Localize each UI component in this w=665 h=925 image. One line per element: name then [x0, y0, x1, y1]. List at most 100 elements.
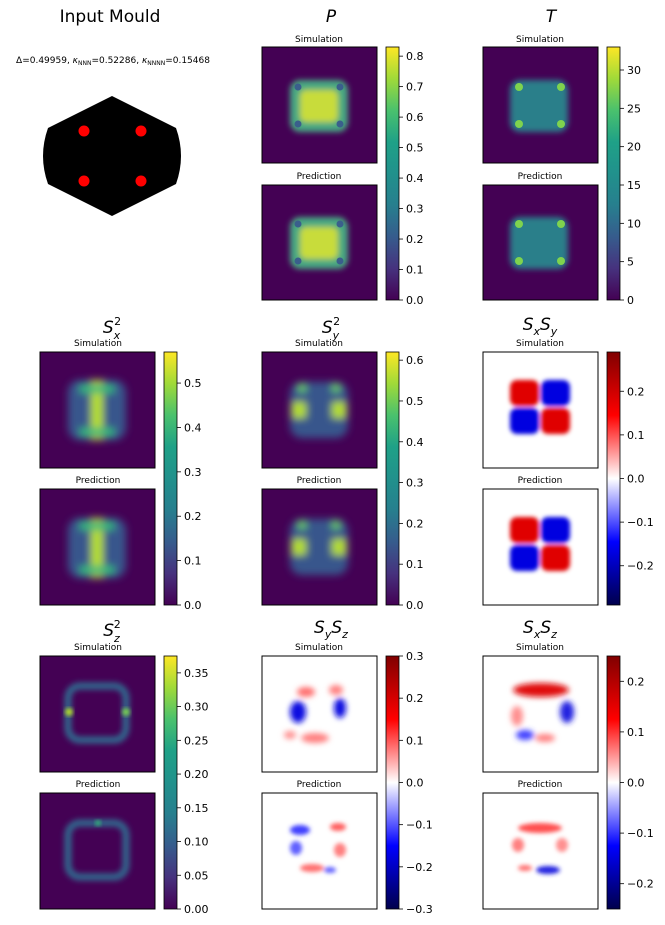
colorbar — [385, 655, 400, 910]
mould-defect — [78, 175, 90, 187]
panel-T: T Simulation Prediction 0 5 10 15 20 25 30 — [482, 7, 641, 307]
sim-label: Simulation — [516, 643, 564, 653]
colorbar-tick-label: 0.15 — [184, 802, 209, 815]
mould-params: Δ=0.49959, κNNN=0.52286, κNNNN=0.15468 — [16, 56, 210, 67]
colorbar — [163, 655, 178, 910]
colorbar-ticks: 0 5 10 15 20 25 30 — [620, 64, 641, 307]
sim-label: Simulation — [74, 643, 122, 653]
colorbar-tick-label: 0.4 — [406, 172, 424, 185]
mould-shape — [43, 96, 181, 216]
pred-label: Prediction — [76, 476, 121, 486]
sim-label: Simulation — [295, 643, 343, 653]
colorbar — [385, 351, 400, 606]
colorbar-tick-label: 0.25 — [184, 734, 209, 747]
colorbar-tick-label: 0.0 — [406, 599, 424, 612]
colorbar-tick-label: 0.2 — [627, 675, 645, 688]
mould-defect — [135, 175, 147, 187]
heatmap-pred — [482, 792, 599, 910]
panel-P: P Simulation Prediction 0.0 0.1 0.2 0.3 0.4 0… — [261, 7, 424, 307]
colorbar-tick-label: 0.1 — [184, 555, 202, 568]
colorbar — [163, 351, 178, 606]
heatmap-pred — [482, 488, 599, 606]
colorbar-tick-label: 0.3 — [406, 203, 424, 216]
panel-Sx2: Sx2 Simulation Prediction 0.0 0.1 0.2 0.3 0.… — [39, 315, 202, 612]
sim-label: Simulation — [295, 35, 343, 45]
colorbar-tick-label: 0.5 — [406, 142, 424, 155]
sim-label: Simulation — [74, 339, 122, 349]
panel-title: P — [326, 7, 337, 27]
colorbar — [606, 46, 621, 301]
colorbar-tick-label: 0.5 — [184, 377, 202, 390]
colorbar-tick-label: 0.3 — [406, 650, 424, 663]
colorbar-tick-label: 0.0 — [406, 294, 424, 307]
colorbar-tick-label: 0.10 — [184, 836, 209, 849]
colorbar-tick-label: 0.35 — [184, 667, 209, 680]
pred-label: Prediction — [297, 476, 342, 486]
colorbar-tick-label: 0.0 — [627, 777, 645, 790]
colorbar-tick-label: 25 — [627, 102, 641, 115]
panel-Sz2: Sz2 Simulation Prediction 0.00 0.05 0.10 0.… — [39, 618, 209, 916]
colorbar-tick-label: 30 — [627, 64, 641, 77]
colorbar-tick-label: −0.3 — [406, 903, 433, 916]
colorbar-tick-label: −0.2 — [627, 878, 654, 891]
colorbar-tick-label: −0.1 — [627, 516, 654, 529]
colorbar-tick-label: 0.30 — [184, 701, 209, 714]
mould-defect — [78, 125, 90, 137]
colorbar-tick-label: 0.1 — [406, 264, 424, 277]
colorbar-tick-label: 0.5 — [406, 395, 424, 408]
pattern — [290, 217, 348, 269]
pred-label: Prediction — [76, 780, 121, 790]
panel-Sy2: Sy2 Simulation Prediction 0.00.10.20.30.… — [261, 315, 424, 612]
colorbar-tick-label: 0.2 — [406, 233, 424, 246]
colorbar-ticks: 0.0 0.1 0.2 0.3 0.4 0.5 0.6 — [399, 354, 424, 612]
colorbar-ticks: 0.00 0.05 0.10 0.15 0.20 0.25 0.30 0.35 — [177, 667, 209, 916]
colorbar-tick-label: 0.2 — [627, 385, 645, 398]
heatmap-sim — [39, 655, 156, 773]
colorbar-tick-label: 15 — [627, 179, 641, 192]
sim-label: Simulation — [516, 35, 564, 45]
mould-panel: Input Mould Δ=0.49959, κNNN=0.52286, κNN… — [16, 7, 210, 216]
pred-label: Prediction — [297, 172, 342, 182]
colorbar-tick-label: 0.8 — [406, 50, 424, 63]
colorbar-tick-label: 0.1 — [406, 558, 424, 571]
colorbar-tick-label: 0.1 — [627, 726, 645, 739]
pred-label: Prediction — [297, 780, 342, 790]
colorbar-tick-label: 0.2 — [184, 510, 202, 523]
panel-title: SxSz — [523, 618, 557, 641]
colorbar-tick-label: 20 — [627, 141, 641, 154]
colorbar-tick-label: 0.0 — [184, 599, 202, 612]
colorbar-tick-label: 0.6 — [406, 111, 424, 124]
mould-defect — [135, 125, 147, 137]
colorbar-tick-label: 0.05 — [184, 869, 209, 882]
heatmap-pred — [261, 792, 378, 910]
colorbar-tick-label: 0.2 — [406, 517, 424, 530]
heatmap-sim — [482, 655, 599, 773]
colorbar-tick-label: 0.3 — [406, 477, 424, 490]
colorbar-tick-label: −0.1 — [406, 819, 433, 832]
sim-label: Simulation — [516, 339, 564, 349]
mould-title: Input Mould — [60, 7, 161, 27]
colorbar-tick-label: 0.4 — [406, 436, 424, 449]
panel-title: SxSy — [523, 315, 558, 338]
colorbar-tick-label: 0.3 — [184, 466, 202, 479]
heatmap-sim — [261, 655, 378, 773]
colorbar — [606, 351, 621, 606]
colorbar — [385, 46, 400, 301]
colorbar-tick-label: 5 — [627, 256, 634, 269]
panel-title: Sx2 — [103, 315, 121, 342]
pred-label: Prediction — [518, 780, 563, 790]
colorbar-tick-label: 0 — [627, 294, 634, 307]
panel-title: Sz2 — [103, 618, 121, 645]
pred-label: Prediction — [518, 476, 563, 486]
colorbar-tick-label: −0.2 — [627, 560, 654, 573]
colorbar-ticks: −0.3 −0.2 −0.1 0.0 0.1 0.2 0.3 — [399, 650, 433, 916]
colorbar — [606, 655, 621, 910]
colorbar-tick-label: 0.00 — [184, 903, 209, 916]
colorbar-ticks: −0.2 −0.1 0.0 0.1 0.2 — [620, 385, 654, 573]
colorbar-tick-label: −0.2 — [406, 861, 433, 874]
pred-label: Prediction — [518, 172, 563, 182]
colorbar-tick-label: −0.1 — [627, 827, 654, 840]
sim-label: Simulation — [295, 339, 343, 349]
colorbar-tick-label: 0.6 — [406, 354, 424, 367]
